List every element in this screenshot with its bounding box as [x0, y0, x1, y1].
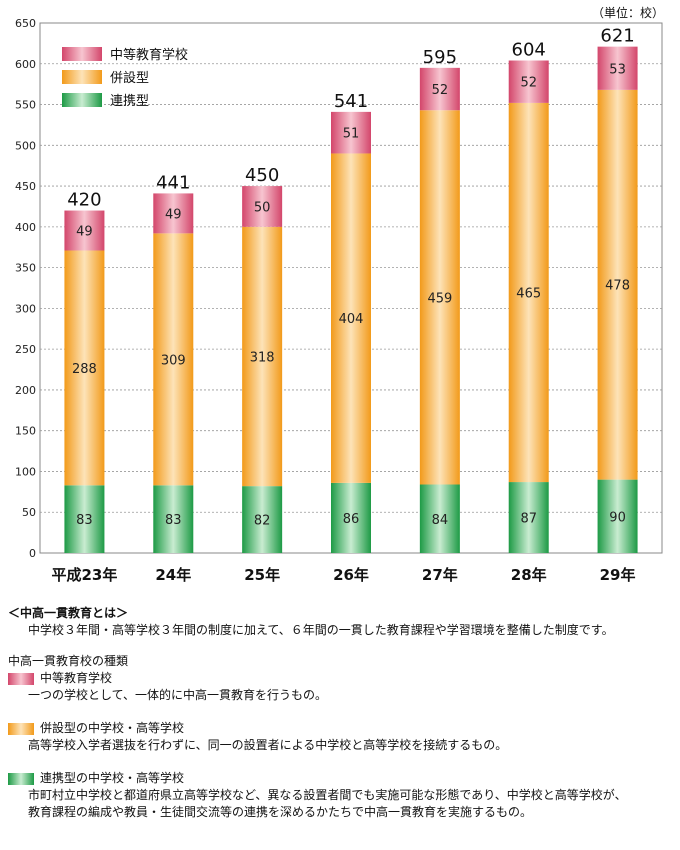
- data-label: 90: [609, 510, 626, 525]
- type-description: 教育課程の編成や教員・生徒間交流等の連携を深めるかたちで中高一貫教育を実施するも…: [28, 805, 533, 819]
- bar-segment: [64, 485, 105, 553]
- type-description: 市町村立中学校と都道府県立高等学校など、異なる設置者間でも実施可能な形態であり、…: [28, 788, 627, 802]
- legend-entry: 併設型: [110, 70, 149, 86]
- bar-segment: [64, 210, 105, 251]
- y-tick-label: 600: [15, 58, 36, 71]
- data-label: 318: [250, 350, 275, 365]
- data-label: 83: [76, 513, 93, 528]
- legend-swatch: [62, 47, 102, 61]
- x-tick-label: 平成23年: [51, 566, 117, 584]
- stacked-bar-chart: 0 50 100 150 200 250 300 350 400 450 500 550 600 650 平…: [15, 17, 663, 584]
- bar-segment: [597, 89, 638, 480]
- type-label: 連携型の中学校・高等学校: [40, 771, 185, 785]
- bar-segment: [153, 193, 194, 234]
- type-label: 併設型の中学校・高等学校: [40, 721, 185, 735]
- data-label: 49: [165, 207, 182, 222]
- data-label: 465: [516, 286, 541, 301]
- x-tick-label: 25年: [244, 566, 280, 584]
- total-label: 420: [67, 190, 101, 211]
- bar-segment: [508, 102, 549, 483]
- y-tick-label: 650: [15, 17, 36, 30]
- bar-segment: [153, 233, 194, 486]
- notes-definition: 中学校３年間・高等学校３年間の制度に加えて、６年間の一貫した教育課程や学習環境を…: [28, 623, 614, 637]
- total-label: 450: [245, 165, 279, 186]
- total-label: 604: [512, 40, 546, 61]
- renkei-swatch-icon: [8, 772, 34, 785]
- bar-segment: [597, 46, 638, 90]
- data-label: 53: [609, 62, 626, 77]
- bar-segment: [508, 60, 549, 103]
- x-tick-label: 24年: [155, 566, 191, 584]
- bar-segment: [419, 484, 460, 553]
- data-label: 87: [520, 512, 537, 527]
- y-tick-label: 150: [15, 425, 36, 438]
- bar-segment: [597, 479, 638, 553]
- legend-entry: 連携型: [110, 93, 149, 109]
- data-label: 459: [427, 291, 452, 306]
- bar-segment: [242, 186, 283, 227]
- data-label: 83: [165, 513, 182, 528]
- notes-heading: ＜中高一貫教育とは＞: [8, 606, 129, 620]
- data-label: 49: [76, 225, 93, 240]
- y-tick-label: 450: [15, 180, 36, 193]
- data-label: 50: [254, 200, 271, 215]
- x-tick-label: 29年: [600, 566, 636, 584]
- bar-segment: [331, 153, 371, 483]
- bar-segment: [419, 110, 460, 485]
- data-label: 82: [254, 514, 271, 529]
- y-tick-label: 50: [22, 506, 36, 519]
- y-tick-label: 0: [29, 547, 36, 560]
- y-tick-label: 200: [15, 384, 36, 397]
- data-label: 309: [161, 353, 186, 368]
- bar-segment: [242, 486, 283, 553]
- bar-segment: [64, 250, 105, 486]
- bars: 83 288 49 420 83 309 49 441 82 318 50 450 86 404 51 541…: [64, 26, 638, 553]
- bar-segment: [153, 485, 194, 553]
- legend-swatch: [62, 70, 102, 84]
- data-label: 84: [432, 513, 449, 528]
- notes-section: ＜中高一貫教育とは＞ 中学校３年間・高等学校３年間の制度に加えて、６年間の一貫し…: [8, 605, 676, 821]
- bar-segment: [242, 226, 283, 487]
- types-heading: 中高一貫教育校の種類: [8, 654, 129, 668]
- type-chuto: 中等教育学校: [8, 670, 676, 687]
- y-axis: 0 50 100 150 200 250 300 350 400 450 500 550 600 650 平…: [15, 17, 636, 584]
- data-label: 404: [339, 312, 364, 327]
- type-description: 一つの学校として、一体的に中高一貫教育を行うもの。: [28, 688, 328, 702]
- heisetsu-swatch-icon: [8, 722, 34, 735]
- unit-label: （単位：校）: [591, 6, 664, 20]
- data-label: 51: [343, 127, 360, 142]
- x-tick-label: 27年: [422, 566, 458, 584]
- total-label: 595: [423, 47, 457, 68]
- bar-segment: [419, 67, 460, 111]
- y-tick-label: 550: [15, 99, 36, 112]
- data-label: 478: [605, 279, 630, 294]
- total-label: 541: [334, 91, 368, 112]
- bar-segment: [331, 482, 371, 553]
- total-label: 441: [156, 172, 190, 193]
- data-label: 288: [72, 362, 97, 377]
- data-label: 52: [432, 83, 449, 98]
- type-label: 中等教育学校: [40, 671, 113, 685]
- x-tick-label: 26年: [333, 566, 369, 584]
- x-tick-label: 28年: [511, 566, 547, 584]
- bar-segment: [331, 111, 371, 154]
- type-heisetsu: 併設型の中学校・高等学校: [8, 720, 676, 737]
- y-tick-label: 350: [15, 262, 36, 275]
- legend-swatch: [62, 93, 102, 107]
- data-label: 52: [520, 76, 537, 91]
- y-tick-label: 250: [15, 343, 36, 356]
- chuto-swatch-icon: [8, 672, 34, 685]
- bar-segment: [508, 482, 549, 553]
- total-label: 621: [600, 26, 634, 47]
- y-tick-label: 500: [15, 139, 36, 152]
- type-renkei: 連携型の中学校・高等学校: [8, 770, 676, 787]
- y-tick-label: 400: [15, 221, 36, 234]
- y-tick-label: 300: [15, 302, 36, 315]
- type-description: 高等学校入学者選抜を行わずに、同一の設置者による中学校と高等学校を接続するもの。: [28, 738, 508, 752]
- data-label: 86: [343, 512, 360, 527]
- legend-entry: 中等教育学校: [110, 47, 188, 63]
- y-tick-label: 100: [15, 465, 36, 478]
